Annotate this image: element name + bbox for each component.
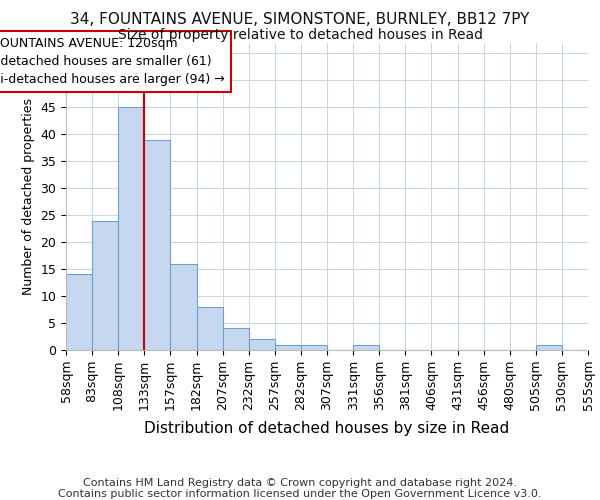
Bar	[536, 344, 562, 350]
Bar	[249, 339, 275, 350]
Bar	[275, 344, 301, 350]
Bar	[301, 344, 327, 350]
Bar	[353, 344, 379, 350]
Bar	[118, 107, 145, 350]
Text: Contains HM Land Registry data © Crown copyright and database right 2024.: Contains HM Land Registry data © Crown c…	[83, 478, 517, 488]
Y-axis label: Number of detached properties: Number of detached properties	[22, 98, 35, 294]
Bar	[145, 140, 170, 350]
Bar	[170, 264, 197, 350]
Text: Contains public sector information licensed under the Open Government Licence v3: Contains public sector information licen…	[58, 489, 542, 499]
Bar	[92, 220, 118, 350]
Text: Size of property relative to detached houses in Read: Size of property relative to detached ho…	[118, 28, 482, 42]
Bar	[66, 274, 92, 350]
Bar	[197, 307, 223, 350]
X-axis label: Distribution of detached houses by size in Read: Distribution of detached houses by size …	[145, 422, 509, 436]
Text: 34, FOUNTAINS AVENUE, SIMONSTONE, BURNLEY, BB12 7PY: 34, FOUNTAINS AVENUE, SIMONSTONE, BURNLE…	[70, 12, 530, 28]
Text: 34 FOUNTAINS AVENUE: 120sqm
← 39% of detached houses are smaller (61)
61% of sem: 34 FOUNTAINS AVENUE: 120sqm ← 39% of det…	[0, 37, 224, 86]
Bar	[223, 328, 249, 350]
